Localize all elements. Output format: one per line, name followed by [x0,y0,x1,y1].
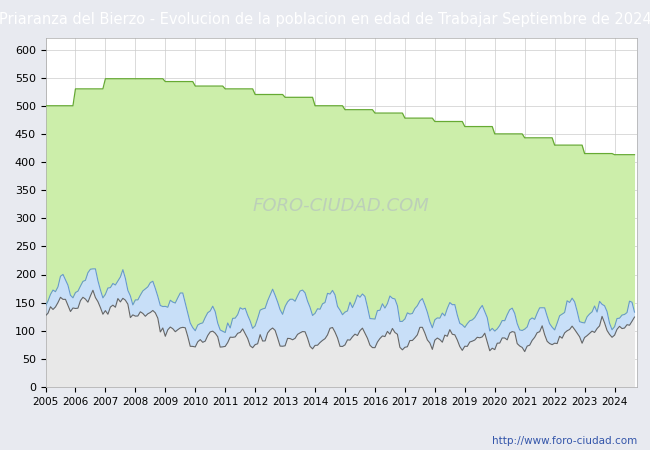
Text: Priaranza del Bierzo - Evolucion de la poblacion en edad de Trabajar Septiembre : Priaranza del Bierzo - Evolucion de la p… [0,12,650,27]
Text: FORO-CIUDAD.COM: FORO-CIUDAD.COM [253,197,430,215]
Text: http://www.foro-ciudad.com: http://www.foro-ciudad.com [492,436,637,446]
